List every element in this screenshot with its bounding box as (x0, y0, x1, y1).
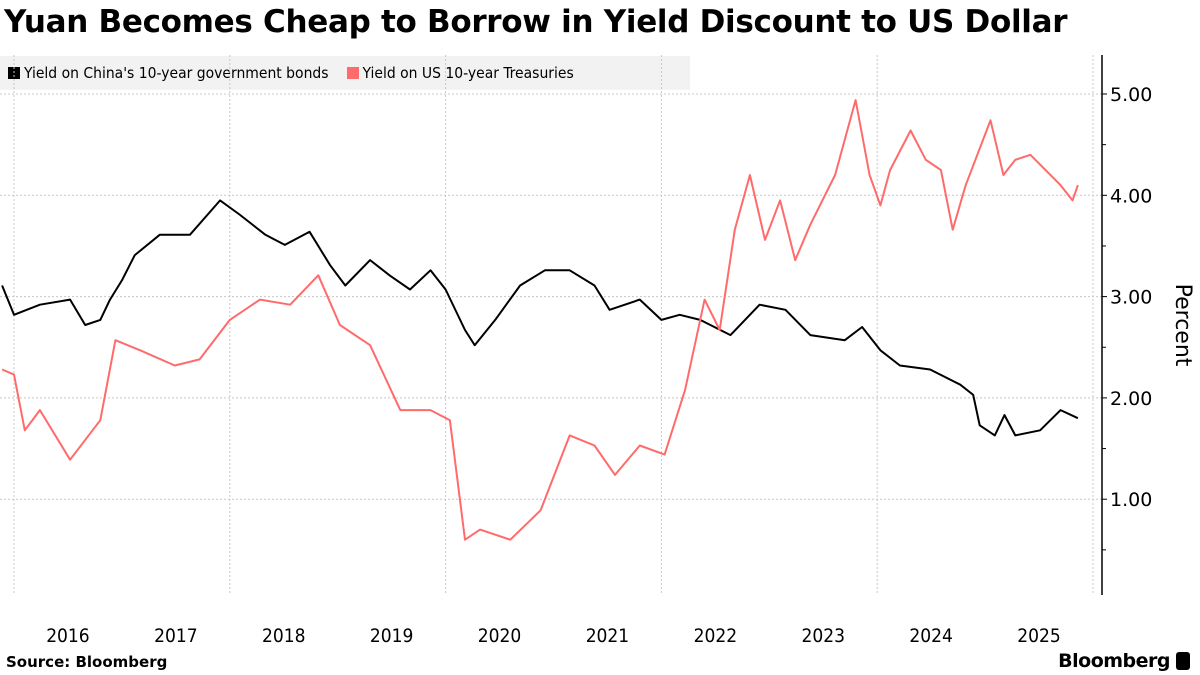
x-tick-label: 2022 (694, 625, 738, 647)
series-line-us-10y (1, 99, 1079, 541)
y-tick-label: 3.00 (1110, 287, 1152, 309)
bloomberg-mark-icon (1176, 652, 1190, 670)
x-tick-label: 2019 (370, 625, 414, 647)
y-axis-label: Percent (1170, 284, 1195, 367)
y-tick-label: 4.00 (1110, 185, 1152, 207)
x-tick-label: 2016 (46, 625, 90, 647)
series-lines (1, 99, 1079, 541)
logo-text: Bloomberg (1058, 650, 1170, 672)
x-tick-label: 2021 (586, 625, 630, 647)
legend-swatch-us (346, 67, 359, 79)
y-tick-label: 2.00 (1110, 388, 1152, 410)
x-tick-label: 2017 (154, 625, 198, 647)
bloomberg-logo: Bloomberg (1058, 650, 1190, 672)
x-tick-label: 2018 (262, 625, 306, 647)
legend-label-us: Yield on US 10-year Treasuries (362, 64, 574, 82)
legend-item-us: Yield on US 10-year Treasuries (346, 64, 574, 82)
y-tick-label: 5.00 (1110, 84, 1152, 106)
chart-title: Yuan Becomes Cheap to Borrow in Yield Di… (4, 4, 1068, 40)
gridlines (0, 55, 1102, 595)
source-note: Source: Bloomberg (6, 653, 168, 671)
legend: Yield on China's 10-year government bond… (0, 56, 690, 90)
series-line-china-10y (1, 199, 1079, 437)
x-tick-label: 2020 (478, 625, 522, 647)
legend-label-china: Yield on China's 10-year government bond… (24, 64, 329, 82)
y-tick-label: 1.00 (1110, 489, 1152, 511)
x-tick-label: 2024 (909, 625, 953, 647)
axes: 1.00 2.00 3.00 4.00 5.00 2016 2017 2018 2019 2020… (46, 55, 1152, 647)
x-tick-label: 2023 (802, 625, 846, 647)
x-tick-label: 2025 (1017, 625, 1061, 647)
